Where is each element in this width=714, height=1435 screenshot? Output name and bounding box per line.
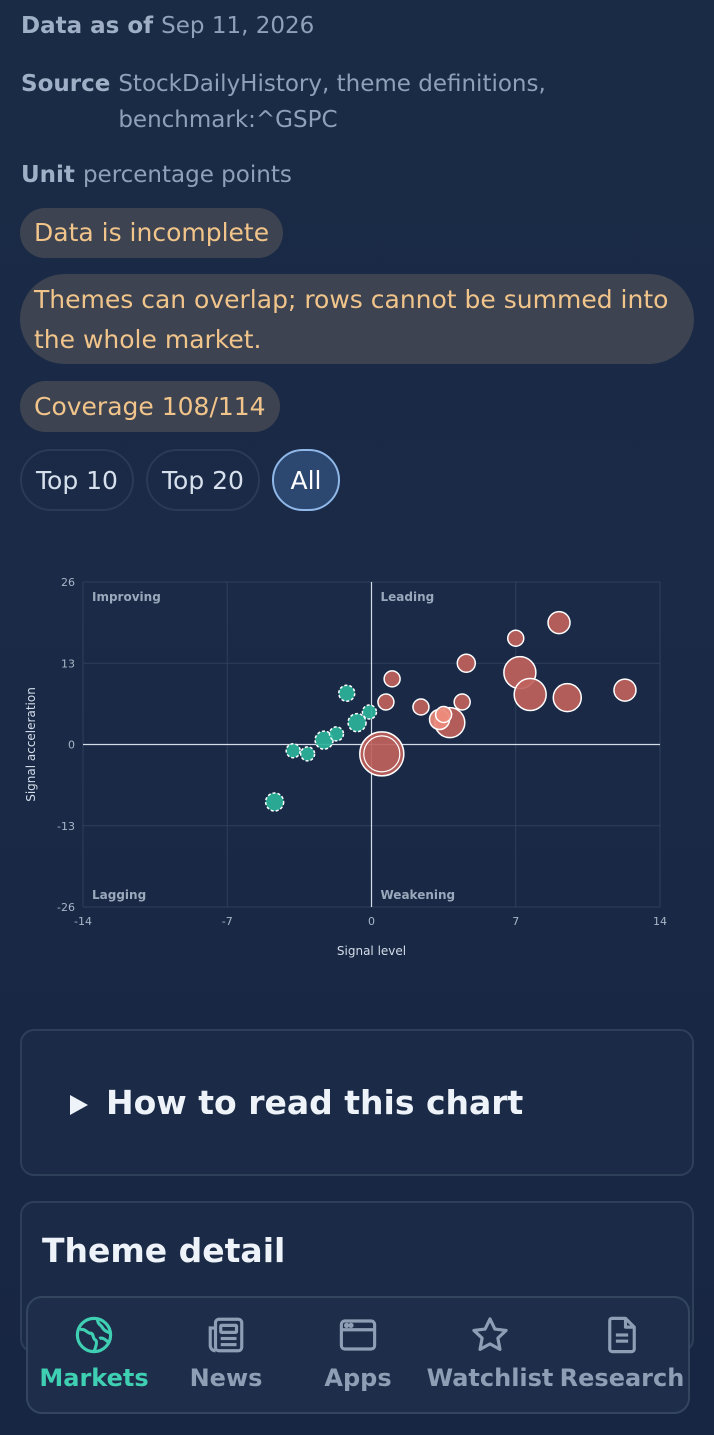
- star-icon: [472, 1317, 508, 1351]
- scatter-point-leading: [359, 731, 405, 777]
- x-tick-label: 7: [512, 915, 519, 928]
- y-axis-label: Signal acceleration: [24, 687, 38, 802]
- nav-apps[interactable]: Apps: [292, 1298, 424, 1412]
- nav-news[interactable]: News: [160, 1298, 292, 1412]
- nav-research-label: Research: [559, 1364, 685, 1392]
- y-tick-label: 13: [61, 657, 75, 670]
- overlap-line2: the whole market.: [34, 325, 262, 354]
- nav-apps-label: Apps: [324, 1364, 392, 1392]
- document-icon: [608, 1316, 636, 1354]
- scatter-point-lagging: [264, 792, 285, 812]
- scatter-point-leading: [434, 705, 453, 724]
- scatter-point-lagging: [347, 712, 367, 733]
- scatter-point-leading: [507, 629, 525, 647]
- newspaper-icon: [208, 1317, 244, 1353]
- scatter-point-leading: [547, 610, 571, 635]
- filter-all-button[interactable]: All: [272, 449, 340, 511]
- scatter-point-leading: [456, 653, 477, 673]
- scatter-point-lagging: [314, 730, 334, 750]
- as-of-label: Data as of: [21, 13, 154, 39]
- y-tick-label: 0: [68, 739, 75, 752]
- how-to-read-card[interactable]: How to read this chart: [20, 1029, 694, 1176]
- nav-markets[interactable]: Markets: [28, 1298, 160, 1412]
- y-tick-label: 26: [61, 576, 75, 589]
- overlap-line1: Themes can overlap; rows cannot be summe…: [34, 285, 669, 314]
- nav-news-label: News: [189, 1364, 263, 1392]
- globe-icon: [75, 1316, 113, 1354]
- filter-top10-button[interactable]: Top 10: [20, 449, 134, 511]
- nav-research[interactable]: Research: [556, 1298, 688, 1412]
- nav-watchlist-label: Watchlist: [426, 1364, 554, 1392]
- quadrant-scatter-chart: -14 -7 0 7 14 26 13 0 -13 -26 Signal level Signal a…: [24, 576, 667, 958]
- source-row: Source StockDailyHistory, theme definiti…: [21, 66, 581, 138]
- scatter-point-leading: [453, 693, 471, 711]
- browser-window-icon: [339, 1319, 377, 1351]
- scatter-point-leading: [513, 677, 547, 712]
- scatter-point-lagging: [299, 746, 316, 762]
- scatter-point-lagging: [361, 704, 378, 720]
- x-tick-label: 0: [368, 915, 375, 928]
- scatter-point-highlight-ring: [363, 735, 401, 773]
- scatter-point-lagging: [328, 726, 345, 742]
- theme-detail-title: Theme detail: [42, 1231, 286, 1270]
- quadrant-label-leading: Leading: [381, 590, 435, 604]
- scatter-point-leading: [552, 682, 583, 713]
- x-tick-label: 14: [653, 915, 667, 928]
- scatter-point-lagging: [285, 743, 301, 759]
- how-to-read-title[interactable]: How to read this chart: [106, 1083, 524, 1122]
- bottom-nav: Markets News Apps Watchlist: [26, 1296, 690, 1414]
- expand-triangle-icon[interactable]: [70, 1095, 88, 1115]
- quadrant-label-improving: Improving: [92, 590, 161, 604]
- incomplete-badge: Data is incomplete: [20, 208, 284, 258]
- x-tick-label: -14: [74, 915, 92, 928]
- y-tick-label: -13: [57, 820, 75, 833]
- nav-markets-label: Markets: [39, 1364, 149, 1392]
- as-of-row: Data as of Sep 11, 2026: [21, 8, 314, 44]
- source-value-line2: benchmark:^GSPC: [118, 107, 338, 133]
- overlap-badge: Themes can overlap; rows cannot be summe…: [20, 274, 694, 364]
- quadrant-label-lagging: Lagging: [92, 888, 146, 902]
- source-value-line1: StockDailyHistory, theme definitions,: [118, 71, 546, 97]
- unit-value: percentage points: [82, 162, 292, 188]
- x-axis-label: Signal level: [337, 944, 406, 958]
- scatter-point-lagging: [338, 684, 356, 702]
- scatter-point-leading: [377, 693, 395, 711]
- source-label: Source: [21, 71, 111, 97]
- quadrant-label-weakening: Weakening: [381, 888, 456, 902]
- filter-top20-button[interactable]: Top 20: [146, 449, 260, 511]
- coverage-badge: Coverage 108/114: [20, 381, 280, 432]
- scatter-point-leading: [383, 670, 401, 688]
- scatter-point-leading: [412, 698, 430, 716]
- nav-watchlist[interactable]: Watchlist: [424, 1298, 556, 1412]
- as-of-value: Sep 11, 2026: [161, 13, 315, 39]
- unit-label: Unit: [21, 162, 75, 188]
- x-tick-label: -7: [222, 915, 233, 928]
- scatter-point-leading: [613, 678, 637, 702]
- unit-row: Unit percentage points: [21, 157, 292, 193]
- y-tick-label: -26: [57, 901, 75, 914]
